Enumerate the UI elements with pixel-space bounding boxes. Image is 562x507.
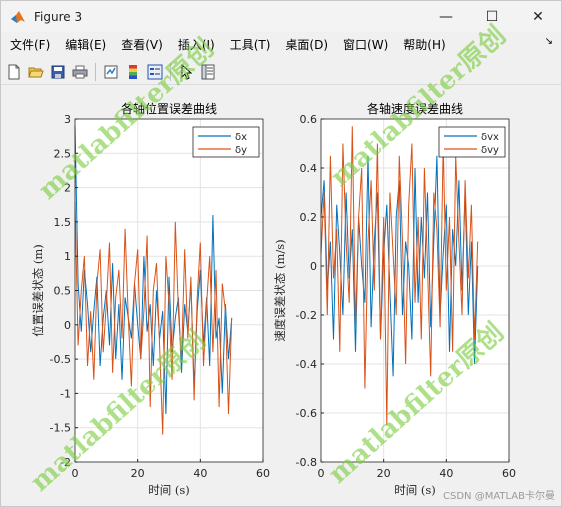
x-tick-label: 60 bbox=[502, 467, 516, 480]
legend-box bbox=[438, 126, 506, 158]
x-tick-label: 0 bbox=[318, 467, 325, 480]
x-tick-label: 20 bbox=[131, 467, 145, 480]
y-tick-label: 1.5 bbox=[54, 216, 72, 229]
y-tick-label: -0.2 bbox=[296, 309, 317, 322]
x-tick-label: 20 bbox=[377, 467, 391, 480]
figure-canvas[interactable]: 0 20 40 60 -2 -1.5 -1 -0.5 0 0.5 1 1.5 2 2.5 3 各轴位置误差曲线… bbox=[2, 86, 561, 506]
credit-text: CSDN @MATLAB卡尔曼 bbox=[443, 491, 555, 502]
close-button[interactable]: ✕ bbox=[532, 8, 544, 25]
menu-view[interactable]: 查看(V) bbox=[121, 38, 163, 52]
maximize-button[interactable]: ☐ bbox=[485, 8, 499, 25]
series-line-δvy bbox=[320, 126, 479, 426]
y-axis-label: 速度误差状态 (m/s) bbox=[273, 239, 287, 341]
x-tick-label: 40 bbox=[439, 467, 453, 480]
toolbar-separator bbox=[170, 62, 171, 81]
series-line-δy bbox=[74, 201, 233, 435]
y-tick-label: -0.5 bbox=[50, 353, 71, 366]
menu-help[interactable]: 帮助(H) bbox=[403, 38, 446, 52]
y-tick-label: 0 bbox=[310, 260, 317, 273]
link-plot-icon[interactable] bbox=[100, 61, 122, 83]
title-bar[interactable]: Figure 3 — ☐ ✕ bbox=[1, 1, 561, 32]
y-tick-label: 0.5 bbox=[54, 285, 72, 298]
menu-edit[interactable]: 编辑(E) bbox=[65, 38, 107, 52]
x-tick-label: 60 bbox=[256, 467, 270, 480]
menu-desktop[interactable]: 桌面(D) bbox=[285, 38, 329, 52]
x-axis-label: 时间 (s) bbox=[148, 483, 190, 497]
window-title: Figure 3 bbox=[34, 9, 83, 24]
y-tick-label: -2 bbox=[60, 456, 71, 469]
insert-legend-icon[interactable] bbox=[144, 61, 166, 83]
y-tick-label: 2 bbox=[64, 182, 71, 195]
x-axis-label: 时间 (s) bbox=[394, 483, 436, 497]
chart-title: 各轴位置误差曲线 bbox=[121, 101, 217, 116]
insert-colorbar-icon[interactable] bbox=[122, 61, 144, 83]
y-tick-label: 3 bbox=[64, 113, 71, 126]
y-tick-label: 1 bbox=[64, 250, 71, 263]
legend-box bbox=[192, 126, 260, 158]
minimize-button[interactable]: — bbox=[439, 8, 453, 25]
y-axis-label: 位置误差状态 (m) bbox=[31, 244, 45, 337]
menu-bar: 文件(F) 编辑(E) 查看(V) 插入(I) 工具(T) 桌面(D) 窗口(W… bbox=[1, 34, 561, 56]
matlab-logo-icon bbox=[10, 9, 26, 25]
y-tick-label: 0.4 bbox=[300, 162, 318, 175]
print-icon[interactable] bbox=[69, 61, 91, 83]
y-tick-label: -1 bbox=[60, 387, 71, 400]
pointer-icon[interactable] bbox=[175, 61, 197, 83]
y-tick-label: 0 bbox=[64, 319, 71, 332]
y-tick-label: 2.5 bbox=[54, 147, 72, 160]
series-line-δx bbox=[74, 125, 233, 415]
legend-label: δvx bbox=[481, 132, 499, 143]
save-icon[interactable] bbox=[47, 61, 69, 83]
y-tick-label: 0.6 bbox=[300, 113, 318, 126]
property-inspector-icon[interactable] bbox=[197, 61, 219, 83]
legend-label: δy bbox=[235, 145, 247, 156]
y-tick-label: 0.2 bbox=[300, 211, 318, 224]
menu-insert[interactable]: 插入(I) bbox=[177, 38, 215, 52]
menu-tools[interactable]: 工具(T) bbox=[229, 38, 271, 52]
menu-overflow-icon[interactable]: ↘ bbox=[544, 36, 553, 47]
open-file-icon[interactable] bbox=[25, 61, 47, 83]
axes-frame bbox=[320, 118, 510, 463]
y-tick-label: -0.8 bbox=[296, 456, 317, 469]
plots-svg: 0 20 40 60 -2 -1.5 -1 -0.5 0 0.5 1 1.5 2 2.5 3 各轴位置误差曲线… bbox=[31, 101, 516, 497]
y-tick-label: -1.5 bbox=[50, 422, 71, 435]
legend-label: δvy bbox=[481, 145, 499, 156]
figure-toolbar bbox=[1, 59, 561, 85]
menu-file[interactable]: 文件(F) bbox=[10, 38, 51, 52]
y-tick-label: -0.6 bbox=[296, 407, 317, 420]
y-tick-label: -0.4 bbox=[296, 358, 317, 371]
menu-window[interactable]: 窗口(W) bbox=[343, 38, 389, 52]
chart-title: 各轴速度误差曲线 bbox=[367, 101, 463, 116]
x-tick-label: 0 bbox=[72, 467, 79, 480]
new-figure-icon[interactable] bbox=[3, 61, 25, 83]
x-tick-label: 40 bbox=[193, 467, 207, 480]
legend-label: δx bbox=[235, 132, 247, 143]
toolbar-separator bbox=[95, 62, 96, 81]
